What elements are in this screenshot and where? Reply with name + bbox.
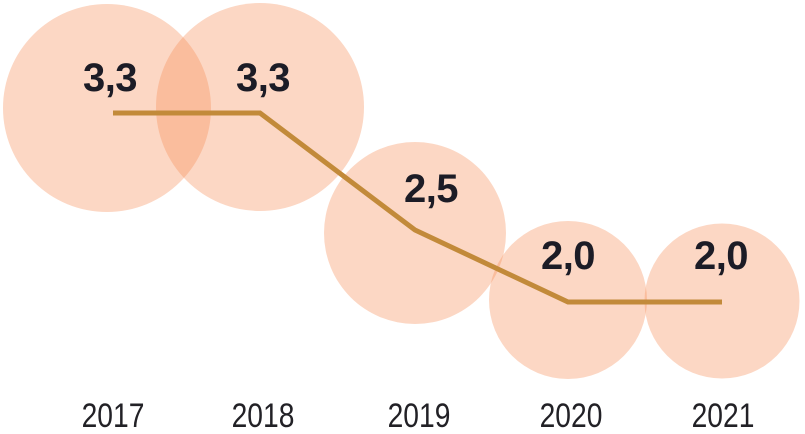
bubbles-layer <box>3 3 800 379</box>
bubble-2017 <box>3 4 211 212</box>
bubble-2019 <box>324 142 506 324</box>
trend-line <box>113 110 722 305</box>
bubble-2018 <box>156 3 364 211</box>
